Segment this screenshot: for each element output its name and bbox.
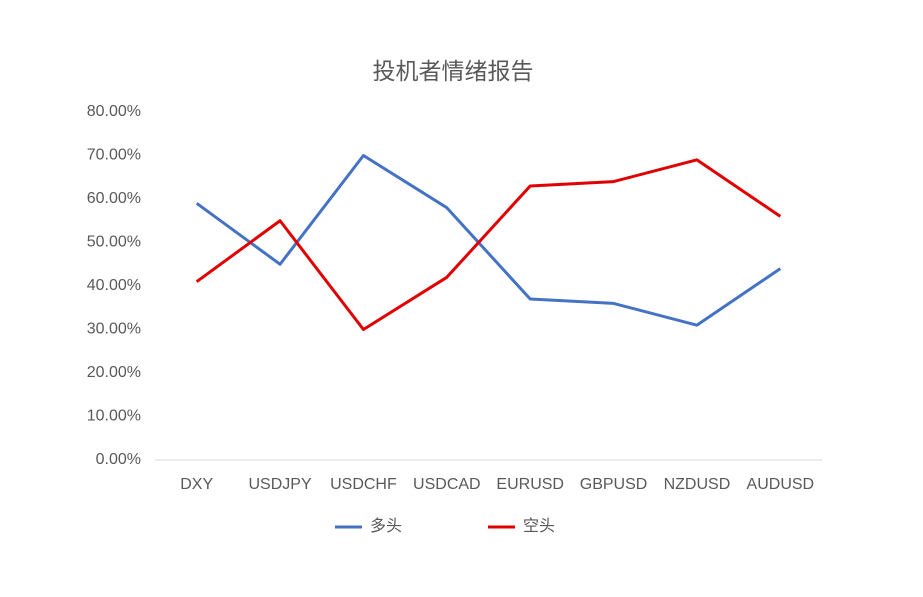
y-tick-label: 50.00%	[87, 234, 141, 251]
x-tick-label: USDCHF	[330, 476, 397, 493]
chart-title: 投机者情绪报告	[373, 58, 534, 84]
x-tick-label: EURUSD	[496, 476, 564, 493]
y-tick-label: 0.00%	[96, 451, 141, 468]
legend-label: 空头	[523, 517, 555, 535]
series-line	[195, 158, 782, 331]
x-tick-label: USDJPY	[249, 476, 312, 493]
x-tick-label: DXY	[180, 476, 213, 493]
y-tick-label: 80.00%	[87, 103, 141, 120]
x-tick-label: AUDUSD	[747, 476, 815, 493]
x-tick-label: GBPUSD	[580, 476, 648, 493]
y-tick-label: 60.00%	[87, 190, 141, 207]
x-tick-label: NZDUSD	[664, 476, 731, 493]
y-tick-label: 70.00%	[87, 147, 141, 164]
y-tick-label: 30.00%	[87, 321, 141, 338]
y-tick-label: 20.00%	[87, 364, 141, 381]
y-tick-label: 10.00%	[87, 408, 141, 425]
series-line	[195, 154, 782, 327]
x-tick-label: USDCAD	[413, 476, 481, 493]
legend-label: 多头	[370, 517, 402, 535]
y-tick-label: 40.00%	[87, 277, 141, 294]
